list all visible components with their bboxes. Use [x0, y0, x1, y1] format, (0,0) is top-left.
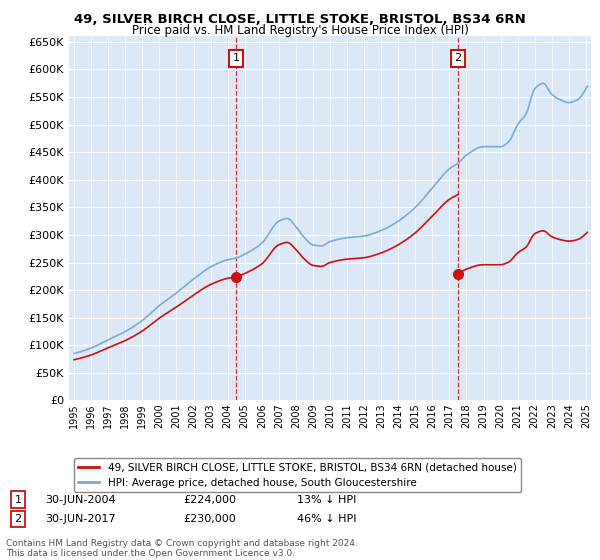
Text: 2: 2: [454, 53, 461, 63]
Text: 2: 2: [14, 514, 22, 524]
Text: 1: 1: [233, 53, 239, 63]
Text: Price paid vs. HM Land Registry's House Price Index (HPI): Price paid vs. HM Land Registry's House …: [131, 24, 469, 36]
Text: 30-JUN-2004: 30-JUN-2004: [45, 494, 116, 505]
Text: 30-JUN-2017: 30-JUN-2017: [45, 514, 116, 524]
Text: 46% ↓ HPI: 46% ↓ HPI: [297, 514, 356, 524]
Text: £224,000: £224,000: [183, 494, 236, 505]
Text: 13% ↓ HPI: 13% ↓ HPI: [297, 494, 356, 505]
Text: 1: 1: [14, 494, 22, 505]
Text: £230,000: £230,000: [183, 514, 236, 524]
Legend: 49, SILVER BIRCH CLOSE, LITTLE STOKE, BRISTOL, BS34 6RN (detached house), HPI: A: 49, SILVER BIRCH CLOSE, LITTLE STOKE, BR…: [74, 459, 521, 492]
Text: Contains HM Land Registry data © Crown copyright and database right 2024.
This d: Contains HM Land Registry data © Crown c…: [6, 539, 358, 558]
Text: 49, SILVER BIRCH CLOSE, LITTLE STOKE, BRISTOL, BS34 6RN: 49, SILVER BIRCH CLOSE, LITTLE STOKE, BR…: [74, 13, 526, 26]
